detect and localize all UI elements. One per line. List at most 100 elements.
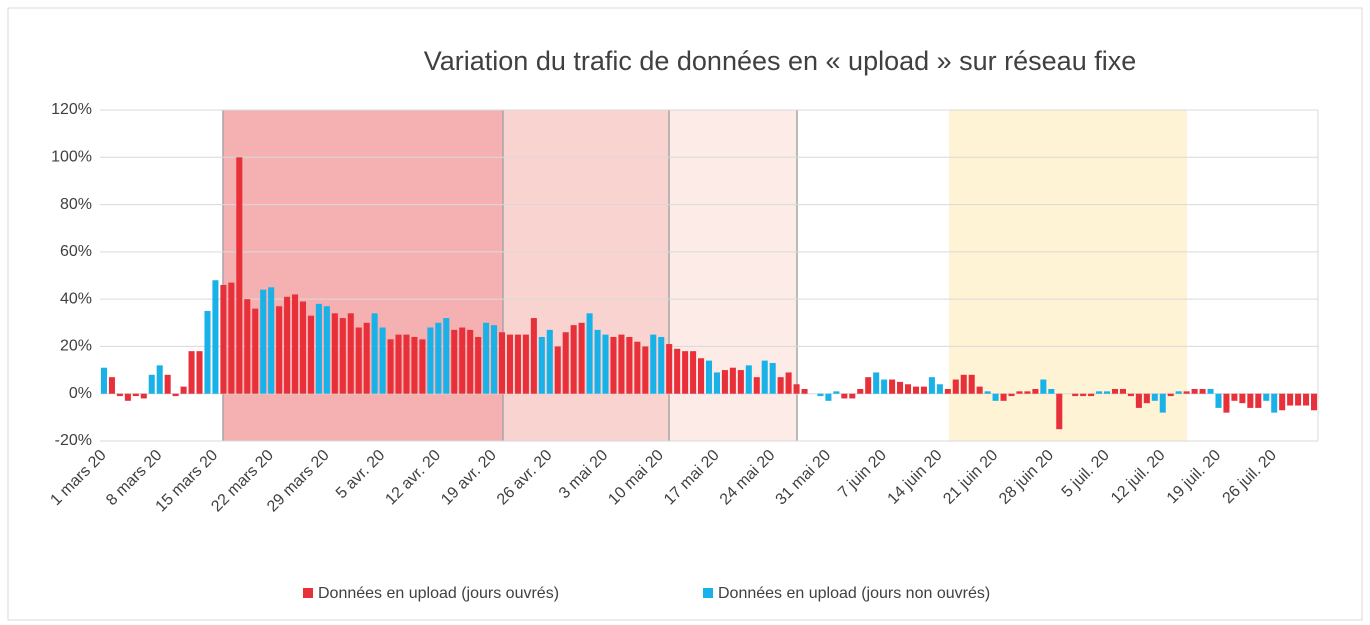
bar xyxy=(188,351,195,394)
period-band xyxy=(949,110,1187,441)
bar xyxy=(1104,391,1111,394)
bar xyxy=(228,282,235,394)
bar xyxy=(1295,393,1302,406)
bar xyxy=(108,377,115,394)
bar xyxy=(379,327,386,394)
bar xyxy=(180,386,187,394)
bar xyxy=(387,339,394,394)
bar xyxy=(666,344,673,394)
bar xyxy=(498,332,506,394)
y-tick-label: -20% xyxy=(55,432,92,449)
bar xyxy=(944,388,951,394)
bar xyxy=(276,306,283,394)
bar xyxy=(1175,391,1182,394)
bar xyxy=(570,325,577,394)
bar xyxy=(339,318,346,394)
bar xyxy=(1080,393,1087,397)
bar xyxy=(1287,393,1294,406)
bar xyxy=(705,360,713,394)
bar xyxy=(554,346,561,394)
bar xyxy=(984,391,991,394)
bar xyxy=(355,327,362,394)
bar xyxy=(530,318,537,394)
bar xyxy=(1231,393,1238,401)
bar xyxy=(1135,393,1142,408)
bar xyxy=(1263,393,1270,401)
bar xyxy=(1151,393,1158,401)
bar xyxy=(968,374,975,394)
bar xyxy=(1056,393,1063,430)
bar xyxy=(849,393,856,399)
bar xyxy=(793,384,800,394)
bar xyxy=(889,379,896,394)
bar xyxy=(475,336,482,394)
bar xyxy=(1183,391,1190,394)
bar xyxy=(737,370,744,394)
bar xyxy=(299,301,307,394)
bar xyxy=(1279,393,1286,411)
bar xyxy=(124,393,131,401)
y-tick-label: 120% xyxy=(51,101,92,118)
chart-title: Variation du trafic de données en « uplo… xyxy=(424,46,1136,76)
bar xyxy=(801,388,808,394)
bar xyxy=(682,351,689,394)
bar xyxy=(196,351,203,394)
bar xyxy=(825,393,832,401)
bar xyxy=(522,334,529,394)
bar xyxy=(817,393,824,397)
bar xyxy=(491,325,498,394)
bar xyxy=(514,334,521,394)
bar xyxy=(1271,393,1278,413)
bar xyxy=(483,322,490,394)
bar xyxy=(307,315,314,394)
bar xyxy=(100,367,108,394)
bar xyxy=(427,327,434,394)
bar xyxy=(865,377,872,394)
bar xyxy=(443,318,450,394)
bar xyxy=(116,393,123,397)
legend-label: Données en upload (jours non ouvrés) xyxy=(718,585,990,602)
bar xyxy=(1255,393,1262,408)
bar xyxy=(292,294,299,394)
legend-label: Données en upload (jours ouvrés) xyxy=(318,585,559,602)
y-tick-label: 100% xyxy=(51,149,92,166)
bar xyxy=(1016,391,1023,394)
bar xyxy=(1247,393,1254,408)
bar xyxy=(1096,391,1103,394)
bar xyxy=(562,332,569,394)
bar xyxy=(1223,393,1230,413)
bar xyxy=(371,313,378,394)
bar xyxy=(1008,393,1015,397)
bar xyxy=(642,346,649,394)
bar xyxy=(1000,393,1007,401)
bar xyxy=(1024,391,1031,394)
bar xyxy=(403,334,410,394)
bar xyxy=(920,386,927,394)
bar xyxy=(873,372,880,394)
bar xyxy=(753,377,760,394)
bar xyxy=(761,360,768,394)
bar xyxy=(252,308,259,394)
bar xyxy=(1239,393,1246,404)
bar xyxy=(721,370,728,394)
bar xyxy=(658,336,665,394)
bar xyxy=(777,377,784,394)
bar xyxy=(674,348,681,394)
bar xyxy=(323,306,330,394)
y-tick-label: 20% xyxy=(60,338,92,355)
bar xyxy=(610,336,617,394)
bar xyxy=(435,322,442,394)
bar xyxy=(1072,393,1079,397)
bar xyxy=(1159,393,1166,413)
bar xyxy=(1191,388,1198,394)
bar xyxy=(897,381,904,394)
bar xyxy=(1032,388,1039,394)
y-tick-label: 0% xyxy=(69,385,92,402)
bar xyxy=(1111,388,1119,394)
bar xyxy=(857,388,864,394)
bar xyxy=(841,393,848,399)
bar xyxy=(976,386,983,394)
bar xyxy=(1207,388,1214,394)
bar xyxy=(992,393,999,401)
